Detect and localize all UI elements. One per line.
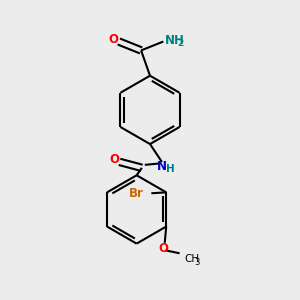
Text: O: O	[109, 153, 119, 166]
Text: 3: 3	[194, 258, 199, 267]
Text: Br: Br	[129, 187, 144, 200]
Text: H: H	[167, 164, 175, 174]
Text: NH: NH	[165, 34, 185, 46]
Text: N: N	[157, 160, 167, 173]
Text: O: O	[158, 242, 168, 255]
Text: 2: 2	[178, 39, 184, 48]
Text: O: O	[108, 33, 118, 46]
Text: CH: CH	[184, 254, 199, 264]
